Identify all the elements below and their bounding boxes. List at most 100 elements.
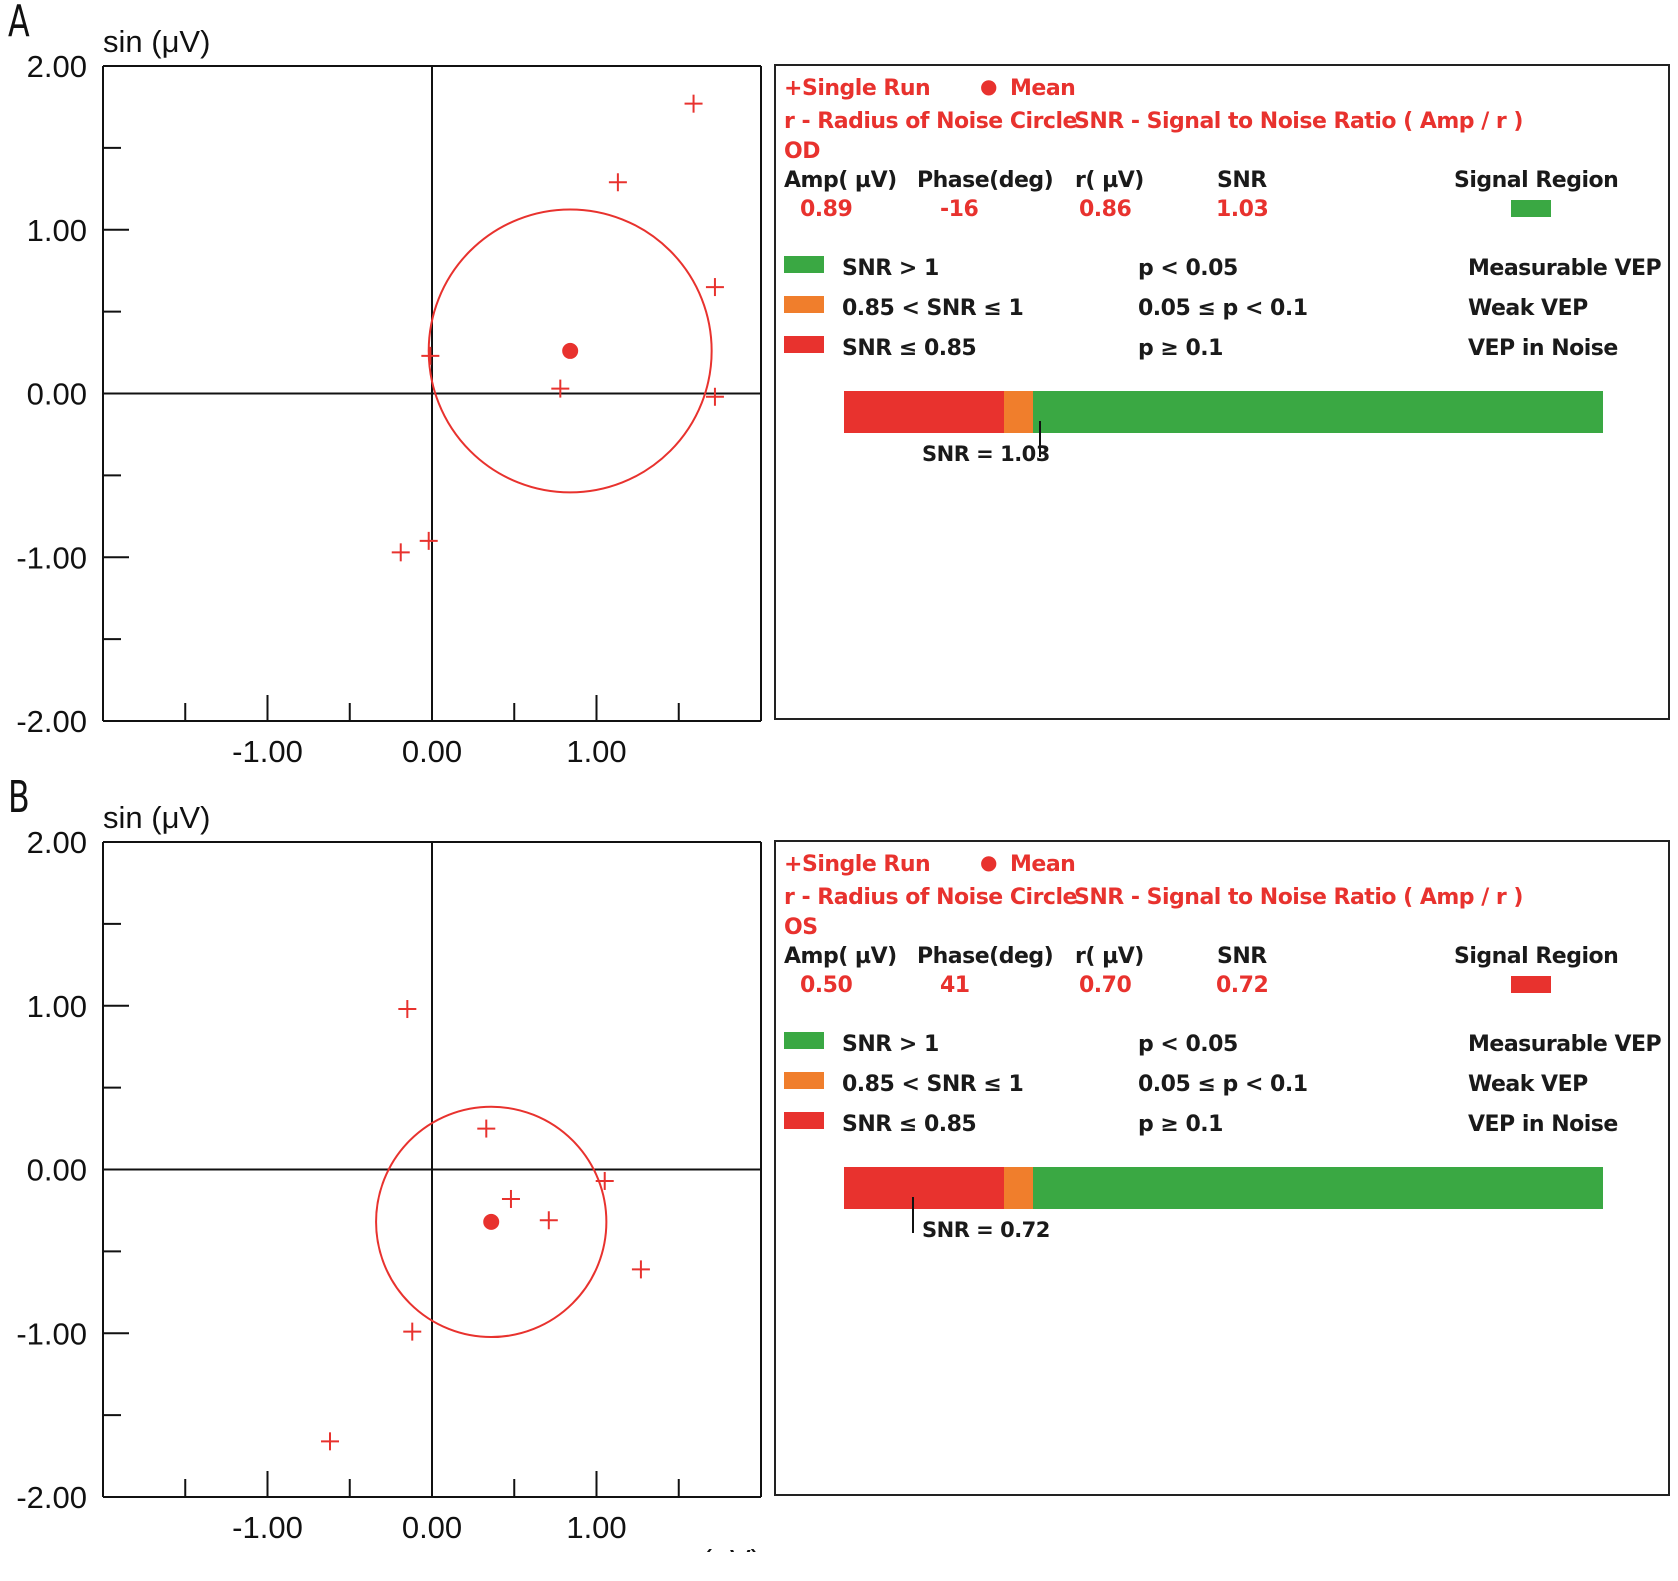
category-swatch-orange [784, 296, 824, 313]
single-run-point [539, 1211, 558, 1230]
category-condition: SNR ≤ 0.85 [842, 336, 977, 361]
single-run-symbol: + [784, 76, 802, 101]
header-r: r( µV) [1075, 944, 1144, 969]
header-amp: Amp( µV) [784, 168, 897, 193]
panel-letter: A [8, 0, 30, 47]
snr-marker-label: SNR = 0.72 [922, 1218, 1050, 1242]
legend-single-run: Single Run [802, 76, 931, 101]
single-run-point [321, 1432, 340, 1451]
noise-circle [375, 1105, 608, 1339]
snr-definition: SNR - Signal to Noise Ratio ( Amp / r ) [1074, 885, 1523, 910]
single-run-point [705, 278, 724, 297]
category-result: VEP in Noise [1468, 1112, 1618, 1137]
x-tick-label: 0.00 [402, 734, 462, 769]
single-run-point [608, 173, 627, 192]
category-condition: SNR ≤ 0.85 [842, 1112, 977, 1137]
legend-single-run: Single Run [802, 852, 931, 877]
category-p: p ≥ 0.1 [1138, 336, 1223, 361]
polar-scatter-plot-b: 2.00 1.00 0.00 -1.00 -2.00 -1.00 0.00 1.00 sin (… [16, 800, 762, 1552]
x-tick-label: -1.00 [232, 734, 303, 769]
header-snr: SNR [1217, 944, 1267, 969]
mean-dot-icon: ● [980, 850, 997, 874]
single-run-point [398, 1000, 417, 1019]
value-r: 0.86 [1079, 197, 1132, 222]
y-tick-label: 1.00 [27, 213, 87, 248]
snr-info-box-b: + Single Run ● Mean r - Radius of Noise … [774, 840, 1670, 1496]
category-result: Measurable VEP [1468, 1032, 1662, 1057]
value-snr: 0.72 [1216, 973, 1269, 998]
y-tick-label: -1.00 [16, 540, 87, 575]
header-snr: SNR [1217, 168, 1267, 193]
y-tick-label: -1.00 [16, 1316, 87, 1351]
single-run-point [403, 1322, 422, 1341]
category-swatch-orange [784, 1072, 824, 1089]
category-p: 0.05 ≤ p < 0.1 [1138, 296, 1308, 321]
value-r: 0.70 [1079, 973, 1132, 998]
header-amp: Amp( µV) [784, 944, 897, 969]
value-snr: 1.03 [1216, 197, 1269, 222]
snr-bar-weak-segment [1004, 391, 1033, 433]
y-axis-label: sin (μV) [103, 24, 210, 59]
value-phase: -16 [940, 197, 979, 222]
panel-b: B 2.00 1.00 0.00 -1.00 -2.00 -1.00 0.00 1.00 sin… [0, 772, 1678, 1552]
eye-label: OD [784, 139, 820, 164]
snr-info-box-a: + Single Run ● Mean r - Radius of Noise … [774, 64, 1670, 720]
category-result: VEP in Noise [1468, 336, 1618, 361]
category-swatch-green [784, 1032, 824, 1049]
single-run-point [419, 531, 438, 550]
category-condition: 0.85 < SNR ≤ 1 [842, 1072, 1024, 1097]
category-p: p ≥ 0.1 [1138, 1112, 1223, 1137]
y-axis-label: sin (μV) [103, 800, 210, 835]
single-run-symbol: + [784, 852, 802, 877]
y-tick-label: 0.00 [27, 1153, 87, 1188]
y-tick-label: 2.00 [27, 825, 87, 860]
category-condition: SNR > 1 [842, 256, 939, 281]
snr-marker-label: SNR = 1.03 [922, 442, 1050, 466]
x-tick-label: 1.00 [566, 734, 626, 769]
x-tick-label: 0.00 [402, 1510, 462, 1545]
single-run-point [595, 1171, 614, 1190]
single-run-point [684, 94, 703, 113]
panel-a: A 2.00 1.00 0.00 -1.00 -2.00 -1.00 0.00 1.00 sin… [0, 0, 1678, 776]
snr-marker-line [912, 1197, 914, 1233]
polar-scatter-plot-a: 2.00 1.00 0.00 -1.00 -2.00 -1.00 0.00 1.00 sin (… [16, 24, 762, 769]
category-result: Weak VEP [1468, 1072, 1588, 1097]
signal-region-swatch [1511, 976, 1551, 993]
value-amp: 0.89 [800, 197, 853, 222]
x-tick-label: -1.00 [232, 1510, 303, 1545]
y-tick-label: -2.00 [16, 704, 87, 739]
mean-point [562, 342, 579, 359]
single-run-point [421, 346, 440, 365]
panel-letter: B [8, 772, 30, 823]
single-run-point [705, 387, 724, 406]
signal-region-swatch [1511, 200, 1551, 217]
category-result: Measurable VEP [1468, 256, 1662, 281]
snr-bar-noise-segment [844, 391, 1004, 433]
single-run-point [501, 1189, 520, 1208]
snr-bar-measurable-segment [1033, 391, 1603, 433]
category-p: p < 0.05 [1138, 256, 1238, 281]
header-phase: Phase(deg) [917, 168, 1054, 193]
snr-bar-noise-segment [844, 1167, 1004, 1209]
legend-mean: Mean [1010, 852, 1076, 877]
snr-scale-bar [844, 1167, 1603, 1209]
snr-marker-line [1039, 421, 1041, 457]
x-tick-label: 1.00 [566, 1510, 626, 1545]
eye-label: OS [784, 915, 818, 940]
mean-point [483, 1213, 500, 1230]
radius-definition: r - Radius of Noise Circle [784, 885, 1077, 910]
category-p: p < 0.05 [1138, 1032, 1238, 1057]
snr-scale-bar [844, 391, 1603, 433]
y-tick-label: 1.00 [27, 989, 87, 1024]
noise-circle [427, 208, 713, 494]
header-signal-region: Signal Region [1454, 168, 1619, 193]
single-run-point [551, 379, 570, 398]
radius-definition: r - Radius of Noise Circle [784, 109, 1077, 134]
category-swatch-red [784, 1112, 824, 1129]
header-phase: Phase(deg) [917, 944, 1054, 969]
mean-dot-icon: ● [980, 74, 997, 98]
category-condition: SNR > 1 [842, 1032, 939, 1057]
category-swatch-red [784, 336, 824, 353]
category-condition: 0.85 < SNR ≤ 1 [842, 296, 1024, 321]
value-phase: 41 [940, 973, 970, 998]
